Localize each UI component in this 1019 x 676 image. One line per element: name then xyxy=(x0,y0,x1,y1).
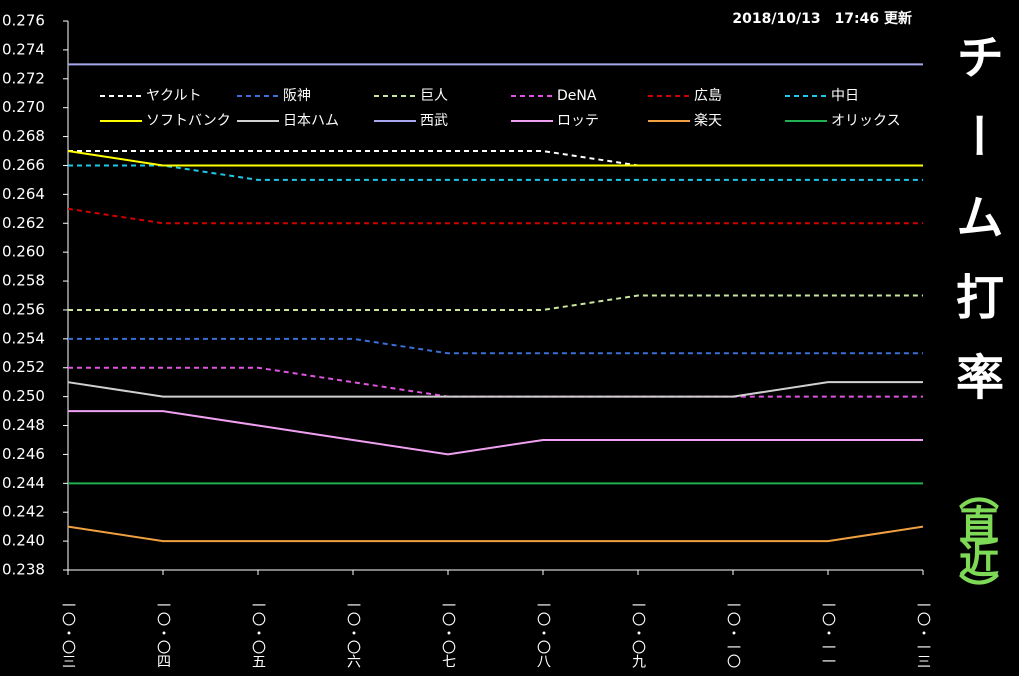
legend-label: 中日 xyxy=(831,88,859,104)
x-tick-label: 一〇・一一 xyxy=(820,598,836,668)
legend-label: ヤクルト xyxy=(146,88,202,104)
chart-title: チーム打率 xyxy=(947,32,1004,432)
y-tick-label: 0.244 xyxy=(2,474,45,492)
y-tick-label: 0.272 xyxy=(2,69,45,87)
y-tick-label: 0.242 xyxy=(2,503,45,521)
legend-label: 阪神 xyxy=(283,88,311,104)
legend-label: オリックス xyxy=(831,113,901,129)
x-tick-label: 一〇・〇四 xyxy=(155,598,171,668)
y-tick-label: 0.256 xyxy=(2,300,45,318)
y-tick-label: 0.250 xyxy=(2,387,45,405)
y-tick-label: 0.262 xyxy=(2,214,45,232)
updated-time: 2018/10/13 17:46 更新 xyxy=(732,10,912,27)
y-tick-label: 0.252 xyxy=(2,358,45,376)
y-tick-label: 0.276 xyxy=(2,12,45,30)
legend-label: 楽天 xyxy=(694,113,722,129)
x-tick-label: 一〇・〇八 xyxy=(535,598,551,668)
series-line xyxy=(68,337,923,355)
x-tick-label: 一〇・一三 xyxy=(915,598,931,668)
y-tick-label: 0.240 xyxy=(2,532,45,550)
x-tick-label: 一〇・〇六 xyxy=(345,598,361,668)
y-tick-label: 0.258 xyxy=(2,272,45,290)
x-tick-label: 一〇・〇五 xyxy=(250,598,266,668)
series-line xyxy=(67,150,923,167)
legend-label: 広島 xyxy=(694,88,722,104)
legend-label: 巨人 xyxy=(420,88,448,104)
y-tick-label: 0.246 xyxy=(2,445,45,463)
x-tick-label: 一〇・一〇 xyxy=(725,598,741,668)
y-tick-label: 0.274 xyxy=(2,40,45,58)
series-line xyxy=(68,410,923,456)
x-tick-label: 一〇・〇七 xyxy=(440,598,456,668)
chart-subtitle: （直近） xyxy=(952,470,999,606)
y-tick-label: 0.248 xyxy=(2,416,45,434)
y-tick-label: 0.264 xyxy=(2,185,45,203)
series-line xyxy=(67,525,924,543)
legend-label: 日本ハム xyxy=(283,113,339,129)
x-tick-label: 一〇・〇三 xyxy=(60,598,76,668)
series-line xyxy=(67,381,923,398)
y-tick-label: 0.270 xyxy=(2,98,45,116)
y-tick-label: 0.260 xyxy=(2,243,45,261)
series-line xyxy=(68,164,923,181)
legend-label: DeNA xyxy=(557,88,597,104)
legend-label: ソフトバンク xyxy=(146,113,231,129)
legend-label: ロッテ xyxy=(557,113,599,129)
y-tick-label: 0.268 xyxy=(2,127,45,145)
x-tick-label: 一〇・〇九 xyxy=(630,598,646,669)
series-line xyxy=(68,366,923,398)
y-tick-label: 0.254 xyxy=(2,329,45,347)
series-line xyxy=(68,150,923,167)
series-line xyxy=(68,294,923,311)
series-line xyxy=(67,207,923,225)
y-tick-label: 0.266 xyxy=(2,156,45,174)
legend-label: 西武 xyxy=(420,113,448,129)
y-tick-label: 0.238 xyxy=(2,561,45,579)
